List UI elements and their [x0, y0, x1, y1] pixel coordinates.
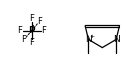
Text: F: F	[22, 35, 27, 44]
Text: N: N	[113, 35, 120, 44]
Text: P: P	[28, 26, 35, 35]
Text: F: F	[17, 26, 22, 35]
Text: F: F	[41, 26, 46, 35]
Text: F: F	[29, 14, 34, 23]
Text: N: N	[85, 35, 92, 44]
Text: +: +	[89, 34, 94, 39]
Text: F: F	[29, 38, 34, 47]
Text: ·: ·	[32, 21, 35, 31]
Text: F: F	[37, 17, 42, 26]
